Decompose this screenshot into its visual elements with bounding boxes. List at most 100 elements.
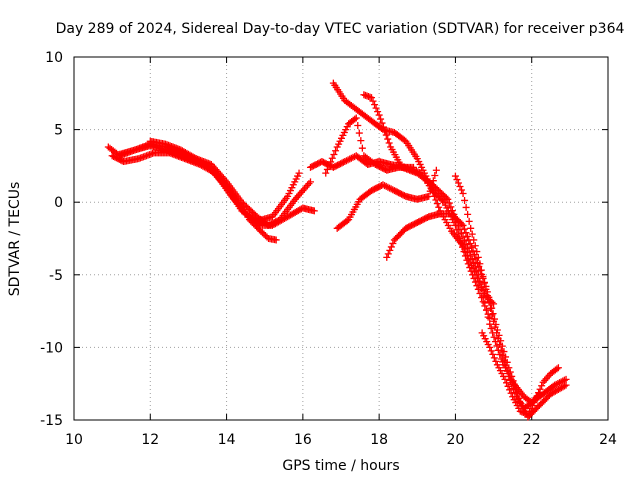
- data-point: [346, 155, 354, 163]
- data-point: [499, 352, 507, 360]
- data-point: [459, 233, 467, 241]
- data-point: [382, 131, 390, 139]
- data-point: [557, 378, 565, 386]
- data-point: [490, 354, 498, 362]
- data-point: [325, 162, 333, 170]
- y-tick-label: 5: [54, 123, 63, 139]
- data-point: [372, 104, 380, 112]
- data-point: [323, 165, 331, 173]
- data-point: [358, 144, 366, 152]
- data-point: [473, 248, 481, 256]
- data-point: [468, 243, 476, 251]
- y-tick-label: -10: [40, 340, 63, 356]
- data-point: [383, 253, 391, 261]
- data-point: [467, 252, 475, 260]
- data-point: [462, 241, 470, 249]
- data-point: [442, 194, 450, 202]
- data-point: [382, 182, 390, 190]
- x-tick-label: 24: [599, 432, 617, 448]
- data-point: [480, 279, 488, 287]
- data-point: [385, 184, 393, 192]
- data-point: [468, 256, 476, 264]
- series-sat-b: [108, 149, 318, 229]
- series-sat-l: [478, 329, 562, 418]
- data-point: [384, 135, 392, 143]
- data-point: [377, 115, 385, 123]
- data-point: [478, 294, 486, 302]
- data-point: [386, 246, 394, 254]
- data-point: [493, 329, 501, 337]
- data-point: [444, 195, 452, 203]
- y-axis-label: SDTVAR / TECUs: [7, 182, 23, 297]
- data-point: [439, 197, 447, 205]
- x-tick-label: 22: [523, 432, 541, 448]
- data-point: [561, 382, 569, 390]
- data-point: [504, 382, 512, 390]
- data-point: [347, 154, 355, 162]
- data-point: [489, 310, 497, 318]
- data-point: [477, 266, 485, 274]
- data-point: [483, 292, 491, 300]
- data-point: [488, 311, 496, 319]
- data-point: [496, 340, 504, 348]
- data-point: [492, 357, 500, 365]
- data-point: [458, 186, 466, 194]
- data-point: [494, 335, 502, 343]
- data-point: [460, 225, 468, 233]
- data-point: [435, 203, 443, 211]
- data-point: [502, 362, 510, 370]
- data-point: [330, 150, 338, 158]
- data-point: [491, 323, 499, 331]
- data-point: [464, 244, 472, 252]
- data-point: [507, 389, 515, 397]
- data-point: [389, 186, 397, 194]
- data-point: [560, 376, 568, 384]
- x-tick-label: 12: [141, 432, 159, 448]
- data-point: [357, 137, 365, 145]
- plot-frame: [73, 56, 609, 421]
- data-point: [506, 377, 514, 385]
- data-point: [490, 333, 498, 341]
- data-point: [191, 154, 199, 162]
- data-point: [379, 181, 387, 189]
- data-point: [459, 221, 467, 229]
- data-point: [486, 343, 494, 351]
- series-sat-d: [146, 137, 314, 229]
- series-sat-g: [333, 166, 440, 232]
- data-point: [487, 304, 495, 312]
- y-tick-label: -5: [49, 268, 63, 284]
- data-point: [310, 207, 318, 215]
- data-point: [535, 389, 543, 397]
- data-point: [306, 178, 314, 186]
- data-point: [342, 157, 350, 165]
- data-point: [429, 189, 437, 197]
- data-point: [451, 172, 459, 180]
- data-point: [328, 154, 336, 162]
- data-point: [459, 242, 467, 250]
- data-point: [489, 350, 497, 358]
- data-series: [104, 79, 570, 421]
- series-sat-k: [451, 172, 543, 412]
- data-point: [433, 200, 441, 208]
- data-point: [509, 385, 517, 393]
- data-point: [562, 381, 570, 389]
- data-point: [471, 263, 479, 271]
- data-point: [384, 183, 392, 191]
- data-point: [503, 379, 511, 387]
- axis-ticks: 10 12 14 16 18 20 22 24 -15 -10 -5 0 5 10: [40, 50, 617, 448]
- data-point: [474, 253, 482, 261]
- data-point: [430, 192, 438, 200]
- data-point: [471, 242, 479, 250]
- series-sat-c: [116, 140, 303, 225]
- data-point: [272, 236, 280, 244]
- data-point: [532, 396, 540, 404]
- data-point: [501, 375, 509, 383]
- data-point: [460, 245, 468, 253]
- data-point: [431, 171, 439, 179]
- data-point: [556, 379, 564, 387]
- data-point: [508, 381, 516, 389]
- data-point: [352, 114, 360, 122]
- y-tick-label: 10: [45, 50, 63, 66]
- data-point: [462, 203, 470, 211]
